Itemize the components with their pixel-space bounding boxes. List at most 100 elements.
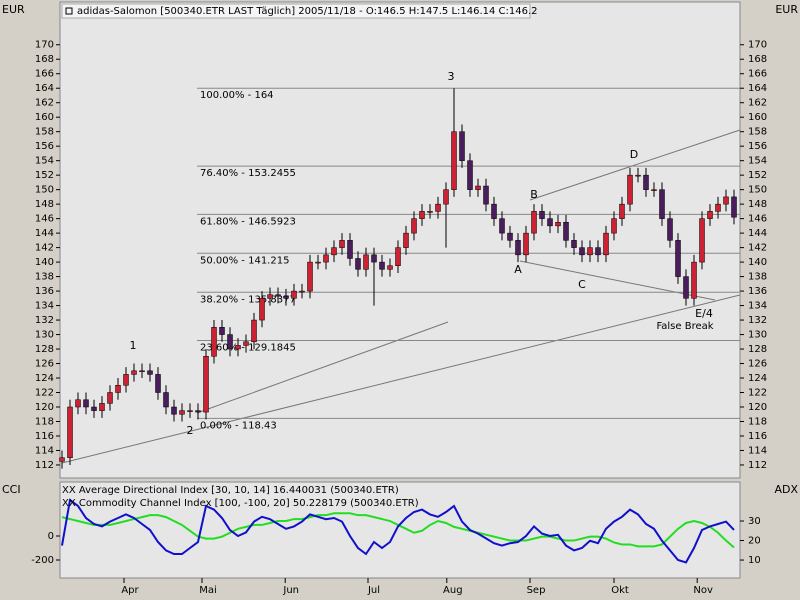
y-tick-label: 124 <box>35 373 54 384</box>
fib-label: 100.00% - 164 <box>200 90 274 101</box>
candle-body <box>387 265 393 270</box>
y-tick-label: 160 <box>35 112 54 123</box>
y2-tick-label: 20 <box>748 536 761 547</box>
y-tick-label: 0 <box>48 531 54 542</box>
candle-body <box>667 218 673 241</box>
candle-body <box>355 258 361 270</box>
y-tick-label: 168 <box>35 54 54 65</box>
candle-body <box>139 370 145 373</box>
candle-body <box>659 189 665 219</box>
candle-body <box>227 334 233 350</box>
trend-line <box>196 321 449 414</box>
y-tick-label: 148 <box>748 199 767 210</box>
x-tick-label: Mai <box>199 585 217 596</box>
candle-body <box>611 218 617 234</box>
y-tick-label: 134 <box>748 301 767 312</box>
candle-body <box>427 211 433 213</box>
y-tick-label: 116 <box>35 431 54 442</box>
candle-body <box>547 218 553 227</box>
candle-body <box>291 290 297 299</box>
candle-body <box>179 410 185 415</box>
candle-body <box>715 203 721 212</box>
wave-label: 1 <box>130 339 137 352</box>
title-box <box>61 3 531 19</box>
candle-body <box>99 403 105 411</box>
candle-body <box>707 211 713 219</box>
y-tick-label: 112 <box>748 460 767 471</box>
fib-label: 61.80% - 146.5923 <box>200 216 296 227</box>
y2-tick-label: 10 <box>748 555 761 566</box>
y-tick-label: 144 <box>748 228 767 239</box>
wave-label: 2 <box>187 424 194 437</box>
candle-body <box>731 196 737 218</box>
fib-label: 38.20% - 135.8377 <box>200 294 296 305</box>
y-tick-label: 134 <box>35 301 54 312</box>
y-tick-label: 152 <box>748 170 767 181</box>
y-tick-label: 136 <box>748 286 767 297</box>
candle-body <box>675 240 681 277</box>
candle-body <box>515 240 521 256</box>
y-tick-label: 160 <box>748 112 767 123</box>
fib-label: 23.60% - 129.1845 <box>200 342 296 353</box>
candle-body <box>723 196 729 205</box>
candle-body <box>219 327 225 335</box>
y-tick-label: 156 <box>35 141 54 152</box>
y-tick-label: 142 <box>35 243 54 254</box>
candle-body <box>619 203 625 219</box>
candle-body <box>315 261 321 264</box>
wave-label: 3 <box>448 70 455 83</box>
candle-body <box>331 247 337 256</box>
candle-body <box>499 218 505 234</box>
candle-body <box>467 160 473 190</box>
candle-body <box>379 261 385 270</box>
y-tick-label: 152 <box>35 170 54 181</box>
y-tick-label: 166 <box>35 69 54 80</box>
y-tick-label: 150 <box>748 185 767 196</box>
y-tick-label: -200 <box>31 555 54 566</box>
y-tick-label: 142 <box>748 243 767 254</box>
candle-body <box>483 185 489 205</box>
x-tick-label: Sep <box>527 585 546 596</box>
candle-body <box>259 298 265 321</box>
candle-body <box>155 374 161 393</box>
candle-body <box>411 218 417 234</box>
indicator-line <box>61 498 735 564</box>
candle-body <box>435 203 441 212</box>
fib-label: 76.40% - 153.2455 <box>200 168 296 179</box>
y-tick-label: 132 <box>35 315 54 326</box>
y-tick-label: 120 <box>35 402 54 413</box>
candle-body <box>75 399 81 408</box>
candle-body <box>307 261 313 292</box>
candle-body <box>243 341 249 346</box>
y-tick-label: 148 <box>35 199 54 210</box>
x-tick-label: Apr <box>121 585 139 596</box>
y2-tick-label: 30 <box>748 516 761 527</box>
y-tick-label: 114 <box>35 445 54 456</box>
candle-body <box>275 294 281 297</box>
y-tick-label: 114 <box>748 445 767 456</box>
candle-body <box>163 392 169 408</box>
trend-line <box>519 260 716 301</box>
y-tick-label: 158 <box>35 127 54 138</box>
y-tick-label: 126 <box>748 359 767 370</box>
candle-body <box>203 356 209 413</box>
fib-label: 0.00% - 118.43 <box>200 420 277 431</box>
y-tick-label: 162 <box>748 98 767 109</box>
y-tick-label: 166 <box>748 69 767 80</box>
candle-body <box>147 370 153 375</box>
candle-body <box>459 131 465 161</box>
candle-body <box>443 189 449 205</box>
y-tick-label: 120 <box>748 402 767 413</box>
candle-body <box>363 254 369 270</box>
candle-body <box>115 385 121 393</box>
y-tick-label: 154 <box>35 156 54 167</box>
x-tick-label: Okt <box>611 585 629 596</box>
y-tick-label: 140 <box>35 257 54 268</box>
legend-entry: XX Average Directional Index [30, 10, 14… <box>62 485 399 496</box>
y-tick-label: 128 <box>35 344 54 355</box>
candle-body <box>555 221 561 227</box>
candle-body <box>419 211 425 219</box>
y-tick-label: 122 <box>35 388 54 399</box>
wave-label: A <box>514 263 522 276</box>
candle-body <box>299 290 305 293</box>
